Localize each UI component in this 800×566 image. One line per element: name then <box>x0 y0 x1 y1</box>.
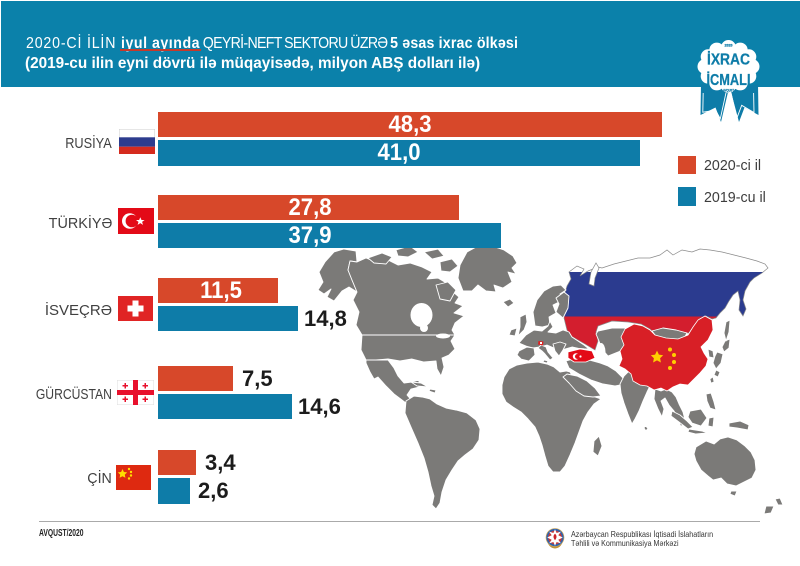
svg-text:İCMALI: İCMALI <box>707 71 751 89</box>
svg-text:AVQUST: AVQUST <box>723 89 735 93</box>
svg-text:2020: 2020 <box>725 44 733 48</box>
svg-text:İXRAC: İXRAC <box>707 51 750 69</box>
